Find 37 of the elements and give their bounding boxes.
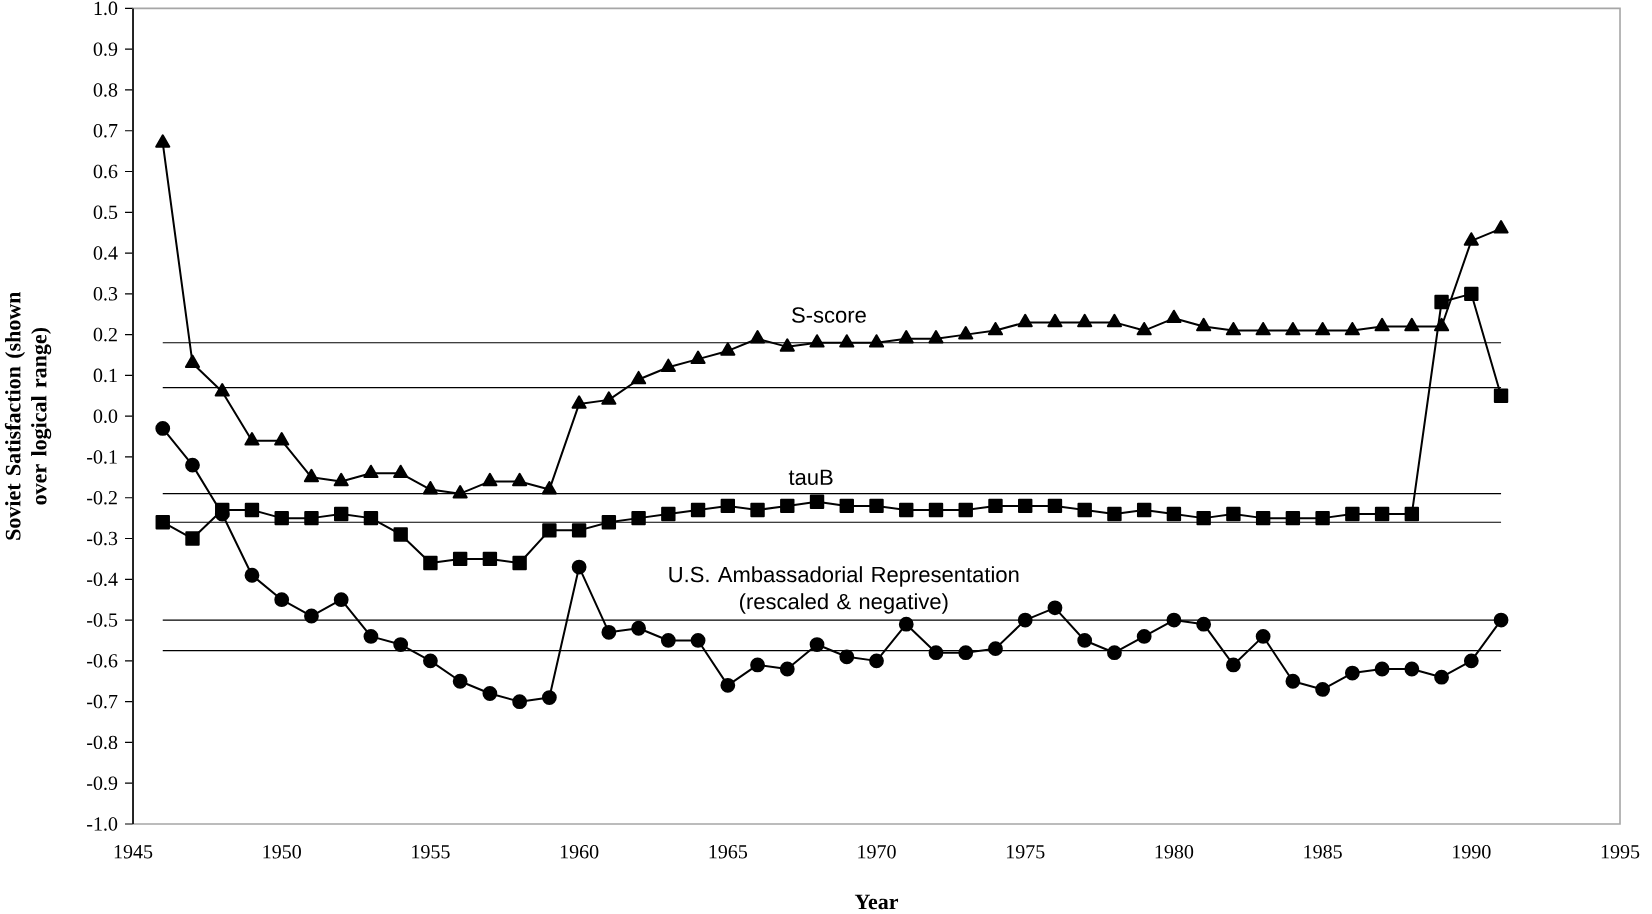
y-tick-label: 0.1 bbox=[93, 368, 117, 383]
y-tick-label: 0.4 bbox=[93, 246, 118, 260]
series-label: tauB bbox=[788, 469, 833, 486]
x-tick-label: 1990 bbox=[1453, 845, 1491, 859]
y-tick-label: 0.7 bbox=[93, 123, 118, 138]
y-tick-label: 0.0 bbox=[93, 409, 118, 423]
y-tick-label: -0.9 bbox=[87, 776, 118, 790]
y-axis-title: Soviet Satisfaction (shown over logical range) bbox=[4, 291, 52, 540]
y-tick-label: 0.2 bbox=[93, 327, 117, 342]
x-tick-label: 1995 bbox=[1601, 845, 1640, 859]
y-tick-label: -0.3 bbox=[87, 531, 118, 546]
y-tick-label: -0.1 bbox=[87, 450, 117, 464]
x-tick-label: 1975 bbox=[1006, 845, 1045, 859]
y-tick-label: 0.8 bbox=[93, 83, 118, 97]
x-tick-label: 1980 bbox=[1155, 845, 1194, 859]
y-tick-label: 0.5 bbox=[93, 205, 118, 220]
x-tick-label: 1955 bbox=[412, 845, 450, 859]
series-label: S-score bbox=[792, 307, 866, 323]
y-tick-label: -0.6 bbox=[87, 654, 118, 668]
y-tick-label: -1.0 bbox=[87, 817, 118, 831]
y-tick-label: 0.6 bbox=[93, 164, 118, 179]
y-tick-label: 0.3 bbox=[93, 287, 118, 301]
x-tick-label: 1970 bbox=[858, 845, 896, 859]
y-tick-label: -0.4 bbox=[87, 572, 118, 587]
x-tick-label: 1950 bbox=[263, 845, 301, 859]
y-tick-label: 0.9 bbox=[93, 42, 118, 56]
x-tick-label: 1965 bbox=[709, 845, 748, 859]
x-tick-label: 1985 bbox=[1304, 845, 1342, 859]
x-axis-title: Year bbox=[854, 894, 899, 910]
y-tick-label: -0.2 bbox=[87, 490, 117, 505]
y-tick-label: -0.5 bbox=[87, 613, 118, 627]
y-tick-label: -0.8 bbox=[87, 735, 118, 750]
x-tick-label: 1945 bbox=[114, 845, 153, 859]
series-label: U.S. Ambassadorial Representation (rescaled & negative) bbox=[669, 566, 1019, 614]
y-tick-label: 1.0 bbox=[94, 1, 118, 16]
y-tick-label: -0.7 bbox=[87, 694, 118, 709]
x-tick-label: 1960 bbox=[560, 845, 599, 859]
